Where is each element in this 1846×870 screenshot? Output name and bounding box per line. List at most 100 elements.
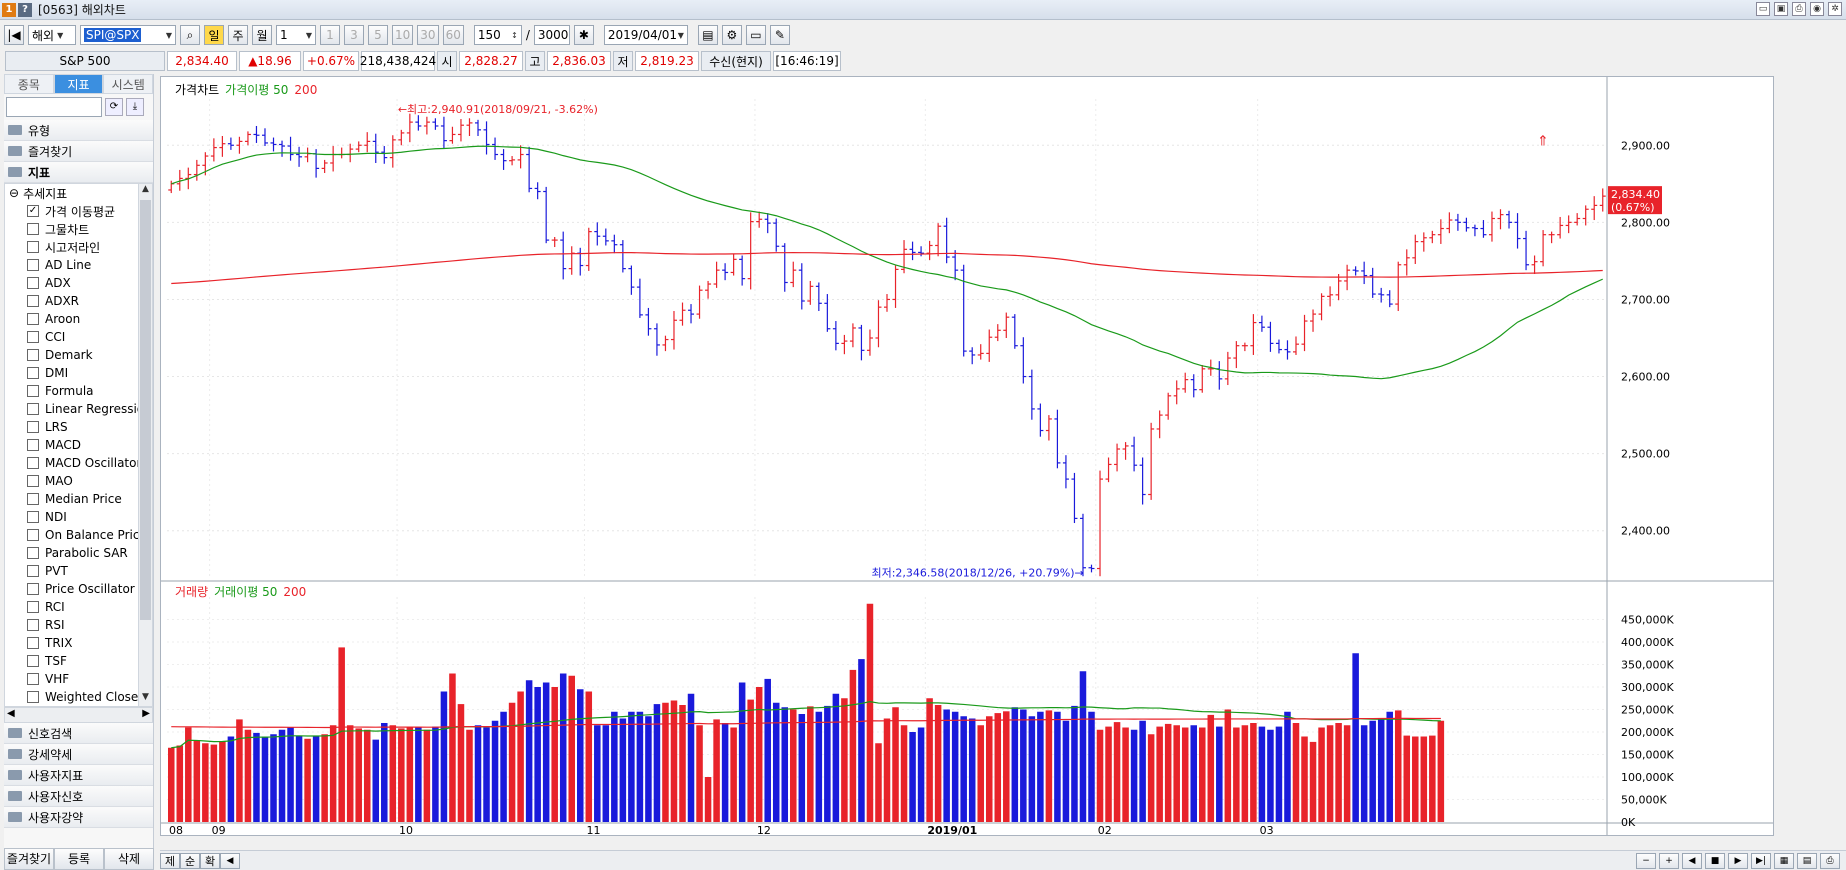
save-icon[interactable]: ▭ bbox=[745, 25, 766, 45]
indicator-checkbox[interactable] bbox=[27, 403, 39, 415]
interval-3-button[interactable]: 3 bbox=[344, 25, 364, 45]
indicator-item[interactable]: On Balance Price bbox=[5, 526, 152, 544]
help-badge[interactable]: ? bbox=[18, 2, 32, 17]
register-button[interactable]: 등록 bbox=[54, 848, 104, 870]
tab-indicators[interactable]: 지표 bbox=[53, 74, 104, 94]
zoom-in-icon[interactable]: + bbox=[1659, 852, 1679, 869]
layout-icon[interactable]: ▦ bbox=[1774, 852, 1794, 869]
chart-type-icon[interactable]: ▤ bbox=[697, 25, 718, 45]
chart-settings-icon[interactable]: ⚙ bbox=[721, 25, 742, 45]
indicator-item[interactable]: MACD bbox=[5, 436, 152, 454]
indicator-checkbox[interactable] bbox=[27, 439, 39, 451]
print-icon[interactable]: ⎙ bbox=[1820, 852, 1840, 869]
indicator-item[interactable]: TSF bbox=[5, 652, 152, 670]
indicator-checkbox[interactable] bbox=[27, 547, 39, 559]
tree-node-trend[interactable]: ⊖ 추세지표 bbox=[5, 184, 152, 202]
indicator-checkbox[interactable] bbox=[27, 367, 39, 379]
indicator-item[interactable]: AD Line bbox=[5, 256, 152, 274]
market-select[interactable]: 해외 ▼ bbox=[28, 25, 76, 45]
indicator-checkbox[interactable]: ✓ bbox=[27, 205, 39, 217]
interval-1-button[interactable]: 1 bbox=[320, 25, 340, 45]
period-month-button[interactable]: 월 bbox=[252, 25, 272, 45]
indicator-item[interactable]: Linear Regression bbox=[5, 400, 152, 418]
scroll-right-icon[interactable]: ▶ bbox=[142, 708, 150, 719]
indicator-item[interactable]: ✓ 가격 이동평균 bbox=[5, 202, 152, 220]
indicator-checkbox[interactable] bbox=[27, 619, 39, 631]
indicator-item[interactable]: MACD Oscillator bbox=[5, 454, 152, 472]
indicator-checkbox[interactable] bbox=[27, 475, 39, 487]
indicator-checkbox[interactable] bbox=[27, 349, 39, 361]
period-day-button[interactable]: 일 bbox=[204, 25, 224, 45]
window-tile-icon[interactable]: ▣ bbox=[1774, 2, 1788, 16]
folder-indicators[interactable]: 지표 bbox=[4, 162, 153, 183]
indicator-item[interactable]: LRS bbox=[5, 418, 152, 436]
chart-canvas[interactable]: 2,400.00 2,500.00 2,600.00 2,700.00 2,800.00… bbox=[161, 77, 1773, 837]
tab-stocks[interactable]: 종목 bbox=[4, 74, 54, 94]
indicator-item[interactable]: NDI bbox=[5, 508, 152, 526]
window-camera-icon[interactable]: ◉ bbox=[1810, 2, 1824, 16]
indicator-item[interactable]: Median Price bbox=[5, 490, 152, 508]
interval-5-button[interactable]: 5 bbox=[368, 25, 388, 45]
total-input[interactable]: 3000 bbox=[533, 25, 570, 45]
folder-bottom-0[interactable]: 신호검색 bbox=[4, 723, 153, 744]
folder-bottom-1[interactable]: 강세약세 bbox=[4, 744, 153, 765]
indicator-item[interactable]: PVT bbox=[5, 562, 152, 580]
stop-icon[interactable]: ■ bbox=[1705, 852, 1725, 869]
folder-favorites[interactable]: 즐겨찾기 bbox=[4, 141, 153, 162]
indicator-checkbox[interactable] bbox=[27, 259, 39, 271]
screen-code-badge[interactable]: 1 bbox=[2, 2, 16, 17]
indicator-checkbox[interactable] bbox=[27, 223, 39, 235]
indicator-item[interactable]: MAO bbox=[5, 472, 152, 490]
tab-bottom-1[interactable]: 순 bbox=[180, 852, 200, 869]
next-icon[interactable]: ▶ bbox=[1728, 852, 1748, 869]
indicator-checkbox[interactable] bbox=[27, 331, 39, 343]
indicator-checkbox[interactable] bbox=[27, 493, 39, 505]
folder-bottom-3[interactable]: 사용자신호 bbox=[4, 786, 153, 807]
indicator-checkbox[interactable] bbox=[27, 601, 39, 613]
indicator-checkbox[interactable] bbox=[27, 511, 39, 523]
indicator-item[interactable]: Parabolic SAR bbox=[5, 544, 152, 562]
window-print-icon[interactable]: ⎙ bbox=[1792, 2, 1806, 16]
indicator-item[interactable]: CCI bbox=[5, 328, 152, 346]
indicator-checkbox[interactable] bbox=[27, 277, 39, 289]
search-button[interactable]: ⌕ bbox=[180, 25, 200, 45]
chart-area[interactable]: 2,400.00 2,500.00 2,600.00 2,700.00 2,800.00… bbox=[160, 76, 1774, 837]
indicator-checkbox[interactable] bbox=[27, 673, 39, 685]
indicator-checkbox[interactable] bbox=[27, 421, 39, 433]
indicator-item[interactable]: 그물차트 bbox=[5, 220, 152, 238]
indicator-checkbox[interactable] bbox=[27, 691, 39, 703]
indicator-search-input[interactable] bbox=[6, 97, 102, 117]
zoom-out-icon[interactable]: − bbox=[1636, 852, 1656, 869]
scroll-left-icon[interactable]: ◀ bbox=[7, 708, 15, 719]
scroll-down-icon[interactable]: ▼ bbox=[142, 692, 149, 702]
folder-type[interactable]: 유형 bbox=[4, 120, 153, 141]
indicator-item[interactable]: RCI bbox=[5, 598, 152, 616]
interval-30-button[interactable]: 30 bbox=[417, 25, 439, 45]
date-select[interactable]: 2019/04/01 ▼ bbox=[603, 25, 688, 45]
indicator-checkbox[interactable] bbox=[27, 565, 39, 577]
indicator-item[interactable]: Price Oscillator bbox=[5, 580, 152, 598]
symbol-input[interactable]: SPI@SPX ▼ bbox=[80, 25, 176, 45]
indicator-item[interactable]: ADXR bbox=[5, 292, 152, 310]
folder-bottom-2[interactable]: 사용자지표 bbox=[4, 765, 153, 786]
folder-bottom-4[interactable]: 사용자강약 bbox=[4, 807, 153, 828]
indicator-item[interactable]: DMI bbox=[5, 364, 152, 382]
tree-scrollbar[interactable]: ▲ ▼ bbox=[138, 184, 152, 706]
count-apply-icon[interactable]: ✱ bbox=[573, 25, 594, 45]
excel-icon[interactable]: ▤ bbox=[1797, 852, 1817, 869]
indicator-checkbox[interactable] bbox=[27, 385, 39, 397]
indicator-item[interactable]: Formula bbox=[5, 382, 152, 400]
indicator-item[interactable]: Aroon bbox=[5, 310, 152, 328]
indicator-item[interactable]: ADX bbox=[5, 274, 152, 292]
tree-hscrollbar[interactable]: ◀ ▶ bbox=[4, 707, 153, 723]
favorites-button[interactable]: 즐겨찾기 bbox=[4, 848, 54, 870]
tab-bottom-2[interactable]: 확 bbox=[200, 852, 220, 869]
indicator-item[interactable]: RSI bbox=[5, 616, 152, 634]
interval-60-button[interactable]: 60 bbox=[442, 25, 464, 45]
prev-screen-icon[interactable]: |◀ bbox=[4, 25, 24, 45]
indicator-checkbox[interactable] bbox=[27, 583, 39, 595]
indicator-item[interactable]: Demark bbox=[5, 346, 152, 364]
indicator-checkbox[interactable] bbox=[27, 529, 39, 541]
tab-system[interactable]: 시스템 bbox=[103, 74, 154, 94]
indicator-item[interactable]: Weighted Close bbox=[5, 688, 152, 706]
